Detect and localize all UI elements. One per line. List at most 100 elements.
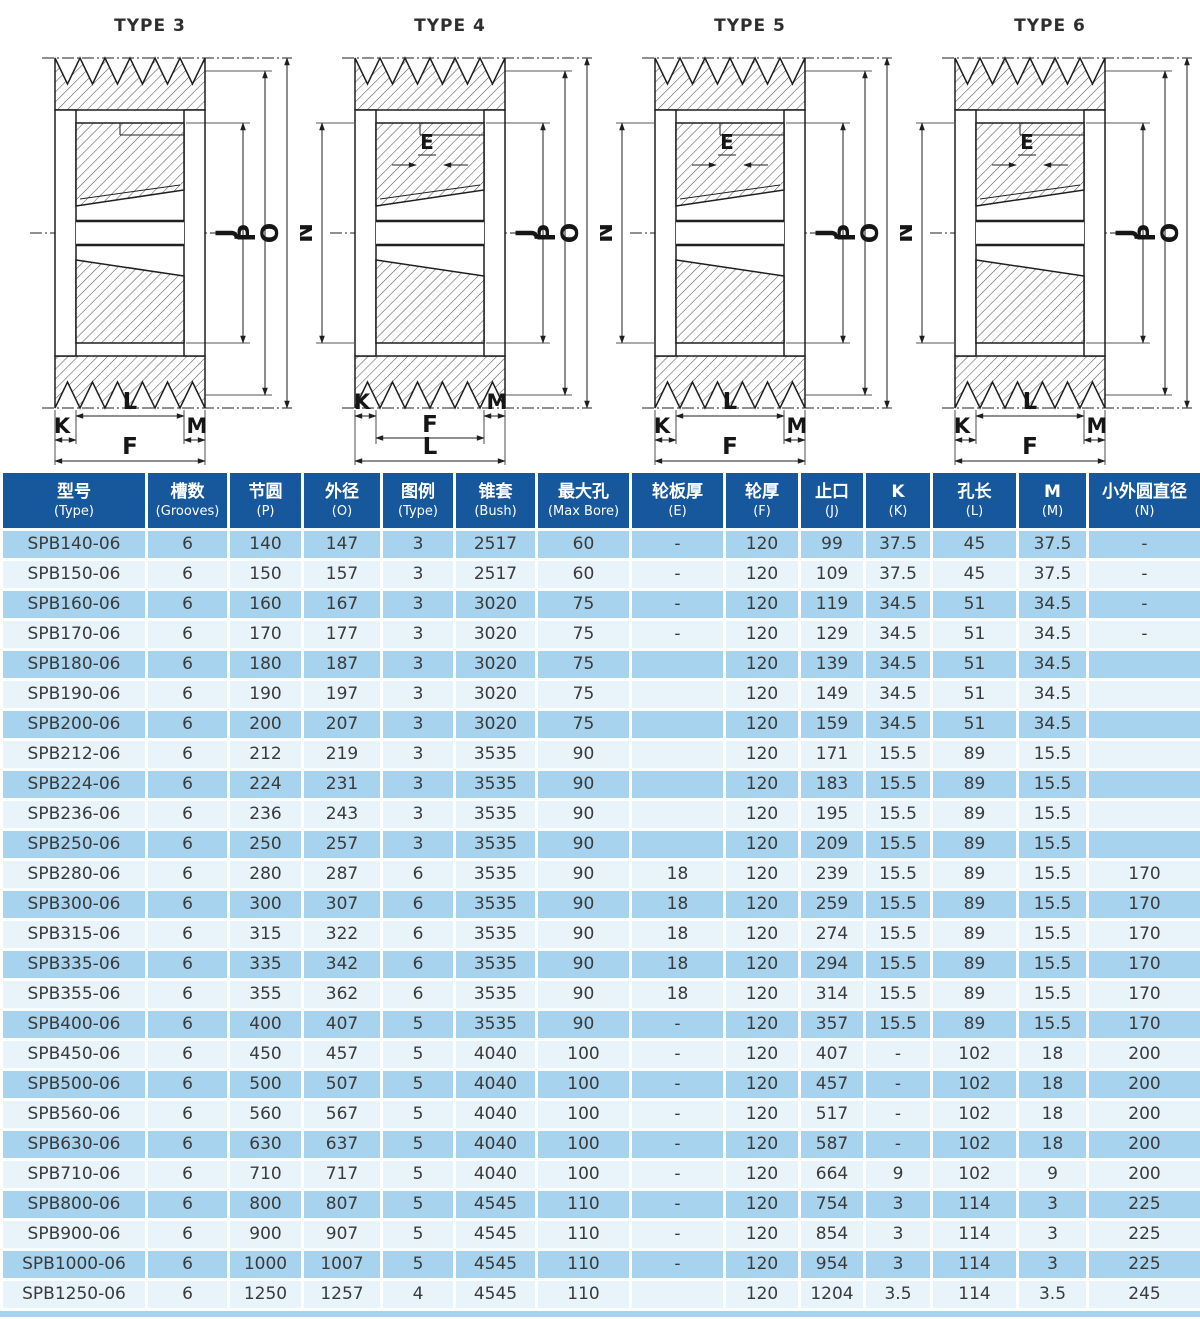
table-cell: 4545 [453, 1278, 538, 1311]
header-label-zh: 孔长 [957, 482, 992, 502]
table-cell: 6 [145, 588, 230, 621]
table-cell: SPB190-06 [0, 678, 148, 711]
table-cell: 15.5 [863, 768, 933, 801]
table-row: SPB180-06 6 180 187 3 3020 75 120 139 34.5 51 34.5 [0, 648, 1200, 681]
table-cell: 120 [723, 798, 801, 831]
table-cell: 6 [145, 828, 230, 861]
table-cell: 170 [1086, 948, 1200, 981]
table-cell: 5 [380, 1098, 456, 1131]
header-label-en: (J) [825, 504, 839, 519]
header-label-en: (N) [1134, 504, 1155, 519]
table-cell: 954 [798, 1248, 866, 1281]
header-label-zh: 锥套 [478, 482, 513, 502]
table-cell: SPB400-06 [0, 1008, 148, 1041]
table-cell: - [629, 1158, 726, 1191]
table-cell: 3 [1016, 1188, 1089, 1221]
table-cell: 3535 [453, 828, 538, 861]
table-cell: 45 [930, 528, 1019, 561]
header-cell: 小外圆直径 (N) [1086, 470, 1200, 531]
table-row: SPB170-06 6 170 177 3 3020 75-120 129 34.5 51 34.5… [0, 618, 1200, 651]
table-row: SPB250-06 6 250 257 3 3535 90 120 209 15.5 89 15.5 [0, 828, 1200, 861]
header-label-en: (K) [888, 504, 908, 519]
table-cell: 15.5 [1016, 978, 1089, 1011]
table-cell: 6 [145, 708, 230, 741]
table-cell: SPB1250-06 [0, 1278, 148, 1311]
table-cell: 362 [301, 978, 383, 1011]
drawing-title-type5: TYPE 5 [714, 16, 786, 36]
header-cell: M (M) [1016, 470, 1089, 531]
table-cell: 3535 [453, 858, 538, 891]
table-cell: 300 [227, 888, 304, 921]
table-cell: 15.5 [1016, 828, 1089, 861]
table-cell [1086, 768, 1200, 801]
table-cell: 6 [145, 1278, 230, 1311]
table-cell: 120 [723, 1038, 801, 1071]
table-row: SPB200-06 6 200 207 3 3020 75 120 159 34.5 51 34.5 [0, 708, 1200, 741]
table-cell: 239 [798, 858, 866, 891]
table-cell: 120 [723, 1098, 801, 1131]
pulley-cross-section-type4-icon: JPO N E K M FL [300, 56, 592, 465]
svg-text:L: L [1023, 389, 1038, 415]
table-cell: 170 [1086, 1008, 1200, 1041]
svg-text:K: K [354, 390, 371, 414]
table-cell: 120 [723, 1128, 801, 1161]
table-cell: 664 [798, 1158, 866, 1191]
table-cell: 99 [798, 528, 866, 561]
table-cell: 807 [301, 1188, 383, 1221]
table-cell: 1257 [301, 1278, 383, 1311]
table-cell: 567 [301, 1098, 383, 1131]
header-label-en: (F) [753, 504, 771, 519]
table-cell: SPB710-06 [0, 1158, 148, 1191]
table-cell: 18 [629, 948, 726, 981]
header-label-en: (O) [331, 504, 353, 519]
table-cell: 3535 [453, 798, 538, 831]
svg-text:M: M [187, 414, 208, 438]
header-label-zh: 止口 [815, 482, 849, 502]
table-cell: SPB500-06 [0, 1068, 148, 1101]
spec-table: 型号 (Type) 槽数 (Grooves) 节圆 (P) 外径 (O) 图例 (Type) 锥套 (… [0, 470, 1200, 1311]
header-cell: 轮板厚 (E) [629, 470, 726, 531]
table-cell: 90 [535, 798, 632, 831]
table-cell [1086, 798, 1200, 831]
table-cell [629, 708, 726, 741]
svg-text:P: P [1133, 224, 1161, 242]
svg-text:F: F [422, 412, 438, 438]
table-row: SPB236-06 6 236 243 3 3535 90 120 195 15.5 89 15.5 [0, 798, 1200, 831]
table-cell: 4 [380, 1278, 456, 1311]
table-cell: 110 [535, 1188, 632, 1221]
table-cell: 120 [723, 768, 801, 801]
svg-text:K: K [954, 414, 971, 438]
table-cell: 2517 [453, 558, 538, 591]
header-label-zh: 图例 [401, 482, 435, 502]
table-cell: 34.5 [1016, 588, 1089, 621]
table-cell: 907 [301, 1218, 383, 1251]
table-cell: 120 [723, 918, 801, 951]
pulley-cross-section-type3-icon: JPO L K M F [30, 56, 292, 465]
table-cell: 120 [723, 1248, 801, 1281]
svg-text:N: N [900, 223, 918, 243]
table-cell: 407 [301, 1008, 383, 1041]
svg-text:F: F [122, 434, 138, 460]
table-cell: 167 [301, 588, 383, 621]
table-cell: 190 [227, 678, 304, 711]
table-cell [629, 678, 726, 711]
table-cell: - [1086, 528, 1200, 561]
table-cell: 15.5 [1016, 918, 1089, 951]
header-label-zh: 外径 [325, 482, 359, 502]
table-cell: 243 [301, 798, 383, 831]
table-cell: 3020 [453, 708, 538, 741]
table-cell: 140 [227, 528, 304, 561]
svg-text:L: L [123, 389, 138, 415]
table-cell: 90 [535, 918, 632, 951]
table-cell: - [629, 1038, 726, 1071]
table-cell: 3 [380, 798, 456, 831]
table-cell: 119 [798, 588, 866, 621]
table-cell [1086, 828, 1200, 861]
table-cell: 3 [380, 738, 456, 771]
table-cell: 3535 [453, 888, 538, 921]
header-label-en: (Bush) [474, 504, 517, 519]
table-cell: 15.5 [863, 948, 933, 981]
table-cell: 139 [798, 648, 866, 681]
table-row: SPB355-06 6 355 362 6 3535 90 18 120 314 15.5 89 15.… [0, 978, 1200, 1011]
table-cell: 6 [145, 948, 230, 981]
